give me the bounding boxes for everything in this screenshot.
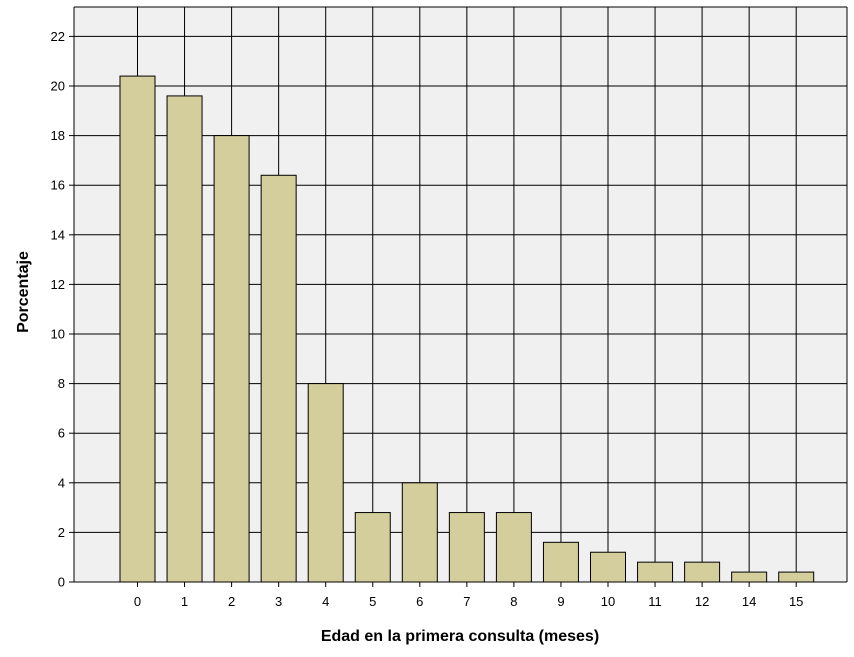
y-tick-label: 12 [51,277,65,292]
x-tick-labels: 0 1 2 3 4 5 6 7 8 9 10 11 12 14 15 [134,594,804,609]
plot-background [74,7,847,582]
x-tick-label: 2 [228,594,235,609]
bar-10 [590,551,626,583]
bar-3 [260,174,297,583]
y-tick-labels: 0 2 4 6 8 10 12 14 16 18 20 22 [51,29,65,590]
bar-8 [495,512,532,583]
x-tick-label: 8 [510,594,517,609]
y-tick-label: 20 [51,79,65,94]
y-tick-label: 6 [58,426,65,441]
bar-1 [166,95,203,583]
bar-5 [354,512,391,583]
x-axis-title: Edad en la primera consulta (meses) [321,628,599,645]
bar-2 [213,135,250,583]
x-tick-label: 7 [463,594,470,609]
x-tick-label: 11 [648,594,662,609]
bar-11 [637,561,674,583]
x-tick-label: 12 [695,594,709,609]
x-tick-label: 0 [134,594,141,609]
y-tick-label: 4 [58,475,65,490]
bars [119,75,815,583]
y-tick-label: 22 [51,29,65,44]
x-tick-label: 10 [601,594,615,609]
y-tick-label: 18 [51,128,65,143]
x-tick-label: 9 [557,594,564,609]
axes [69,6,848,587]
y-tick-label: 10 [51,327,65,342]
y-tick-label: 16 [51,178,65,193]
bar-15 [778,571,815,583]
x-tick-label: 15 [789,594,803,609]
y-axis-title: Porcentaje [15,251,32,333]
x-tick-label: 6 [416,594,423,609]
y-tick-label: 8 [58,376,65,391]
bar-7 [448,512,485,583]
y-tick-label: 2 [58,525,65,540]
bar-6 [401,482,438,583]
bar-9 [542,541,579,583]
y-tick-label: 14 [51,227,65,242]
x-tick-label: 1 [181,594,188,609]
bar-4 [307,383,344,583]
bar-14 [731,571,768,583]
x-tick-label: 14 [742,594,756,609]
bar-12 [684,561,721,583]
x-tick-label: 3 [275,594,282,609]
bar-0 [119,75,156,583]
x-tick-label: 5 [369,594,376,609]
x-tick-label: 4 [322,594,329,609]
y-tick-label: 0 [58,575,65,590]
